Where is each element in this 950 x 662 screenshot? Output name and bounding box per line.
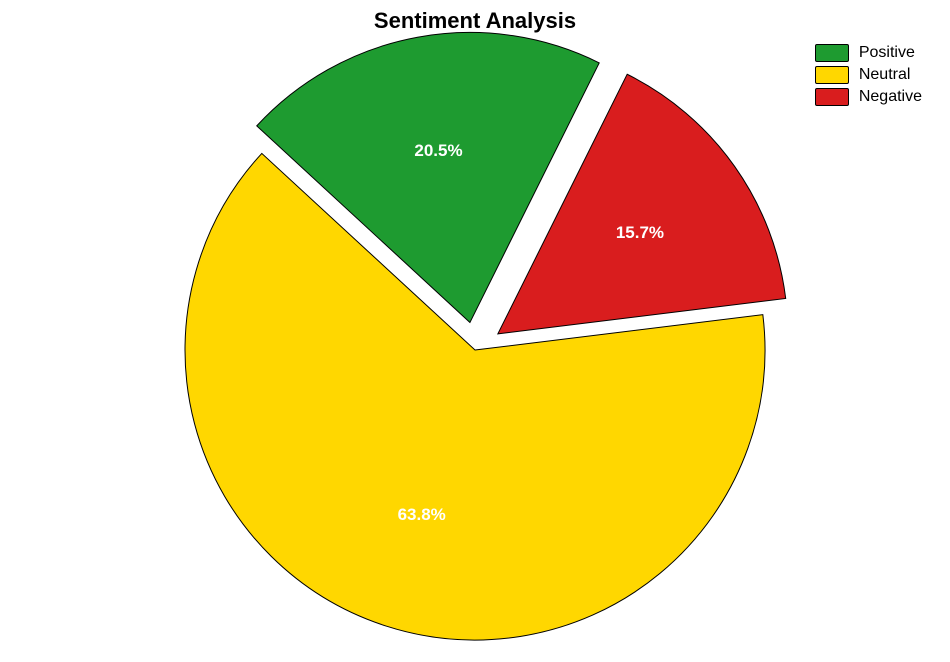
legend-item-negative: Negative	[815, 88, 922, 106]
legend-item-positive: Positive	[815, 44, 922, 62]
legend-swatch	[815, 44, 849, 62]
legend-label: Negative	[859, 88, 922, 106]
legend: Positive Neutral Negative	[815, 44, 922, 106]
slice-label-negative: 15.7%	[616, 223, 664, 242]
slice-label-neutral: 63.8%	[398, 505, 446, 524]
slice-label-positive: 20.5%	[414, 141, 462, 160]
legend-label: Positive	[859, 44, 915, 62]
pie-chart: 63.8% 20.5% 15.7%	[0, 0, 950, 662]
legend-swatch	[815, 88, 849, 106]
legend-item-neutral: Neutral	[815, 66, 922, 84]
pie-chart-container: Sentiment Analysis 63.8%20.5%15.7% Posit…	[0, 0, 950, 662]
legend-label: Neutral	[859, 66, 911, 84]
legend-swatch	[815, 66, 849, 84]
